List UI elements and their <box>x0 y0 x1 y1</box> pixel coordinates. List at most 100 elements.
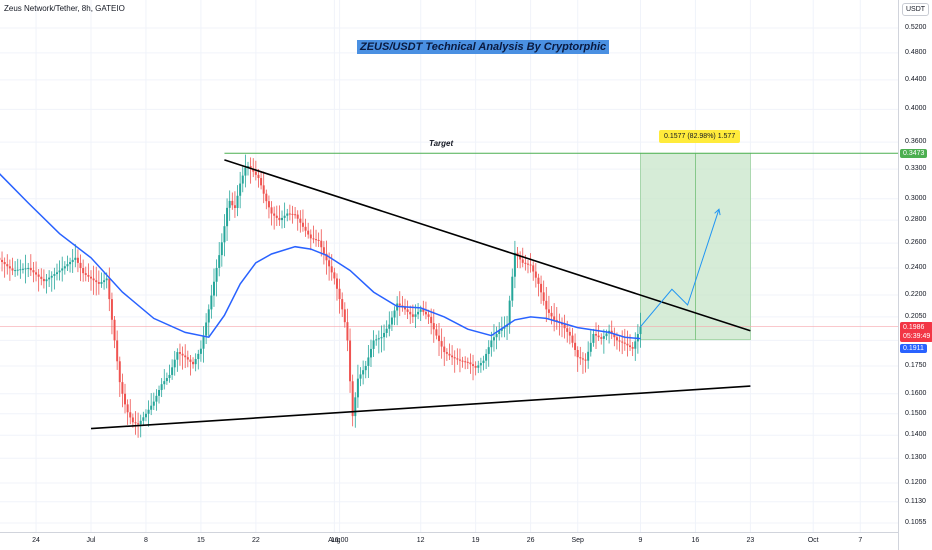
candle-body <box>477 365 480 368</box>
candle-body <box>126 404 129 413</box>
candle-body <box>325 253 328 261</box>
candle-body <box>338 288 341 300</box>
y-tick-label: 0.4400 <box>905 75 927 83</box>
candle-body <box>367 357 370 366</box>
candle-body <box>404 307 406 310</box>
candle-body <box>110 299 113 320</box>
candle-body <box>595 333 598 336</box>
candle-body <box>173 359 176 368</box>
candle-body <box>134 422 137 424</box>
grid <box>0 0 898 532</box>
y-tick-label: 0.2600 <box>905 239 927 247</box>
candle-body <box>192 361 195 365</box>
candle-body <box>375 339 378 341</box>
x-tick-label: 12 <box>416 537 425 544</box>
candle-body <box>490 340 493 348</box>
candle-body <box>369 348 372 358</box>
candle-body <box>335 278 338 289</box>
y-tick-label: 0.3300 <box>905 165 927 173</box>
candle-body <box>466 361 469 363</box>
candle-body <box>171 367 174 375</box>
candle-body <box>364 365 367 371</box>
candle-body <box>521 259 524 263</box>
candle-body <box>281 217 284 221</box>
candle-body <box>76 257 79 263</box>
measure-label: 0.1577 (82.98%) 1.577 <box>659 130 741 143</box>
candle-body <box>147 409 150 414</box>
candle-body <box>349 340 352 382</box>
moving-average-tag: 0.1911 <box>900 344 927 353</box>
candle-body <box>100 282 103 284</box>
candle-body <box>385 328 388 333</box>
candle-body <box>257 174 260 179</box>
candle-body <box>568 331 571 336</box>
candle-body <box>152 401 155 406</box>
moving-average-line <box>0 173 641 340</box>
symbol-title[interactable]: Zeus Network/Tether, 8h, GATEIO <box>4 4 125 13</box>
candle-countdown: 05:39:49 <box>903 333 931 340</box>
candle-body <box>275 215 278 218</box>
candle-body <box>320 240 323 248</box>
candle-body <box>430 316 433 324</box>
candle-body <box>524 262 527 264</box>
candle-body <box>409 311 412 315</box>
candle-body <box>618 340 621 342</box>
candle-body <box>537 277 540 284</box>
candle-body <box>163 381 166 385</box>
candle-body <box>424 311 427 315</box>
candle-body <box>165 378 168 382</box>
candle-body <box>623 342 626 344</box>
candle-body <box>315 239 318 241</box>
candle-body <box>90 276 92 279</box>
target-label: Target <box>429 139 454 148</box>
candle-body <box>220 242 223 256</box>
candle-body <box>184 355 187 358</box>
candle-body <box>296 214 299 219</box>
projection-arrowhead <box>714 208 721 216</box>
candle-body <box>390 317 393 325</box>
candle-body <box>53 274 56 276</box>
candle-body <box>207 309 210 323</box>
candle-body <box>458 359 461 361</box>
candle-body <box>205 322 208 336</box>
candle-body <box>359 374 362 379</box>
indicator-lines <box>0 159 751 430</box>
y-tick-label: 0.1400 <box>905 431 927 439</box>
candle-body <box>440 341 443 347</box>
candle-body <box>116 340 119 362</box>
candle-body <box>32 270 35 273</box>
candle-body <box>307 230 310 235</box>
candle-body <box>267 201 270 208</box>
candle-body <box>294 214 297 216</box>
candle-body <box>231 200 234 206</box>
candle-body <box>354 397 357 417</box>
x-tick-label: Jul <box>86 537 96 544</box>
candle-body <box>218 255 221 268</box>
x-tick-label: Sep <box>571 537 584 544</box>
last-price-value: 0.1986 <box>903 324 925 331</box>
candle-body <box>626 343 629 346</box>
candle-body <box>602 336 605 339</box>
candle-body <box>566 328 569 332</box>
candle-body <box>87 274 90 277</box>
candle-body <box>158 390 161 396</box>
currency-badge[interactable]: USDT <box>902 3 930 16</box>
candle-body <box>621 341 624 343</box>
candle-body <box>464 361 467 363</box>
candle-body <box>262 185 265 194</box>
candle-body <box>398 303 401 306</box>
candle-body <box>456 358 459 360</box>
candle-body <box>574 342 577 350</box>
y-tick-label: 0.3600 <box>905 138 927 146</box>
x-tick-label: 16:00 <box>330 537 349 544</box>
candle-body <box>58 270 61 273</box>
candle-body <box>372 340 375 349</box>
candle-body <box>545 300 548 310</box>
candle-body <box>160 384 163 391</box>
candle-body <box>301 222 304 227</box>
candle-body <box>482 360 485 364</box>
candle-body <box>422 309 425 312</box>
candle-body <box>500 328 503 331</box>
candle-body <box>529 264 532 266</box>
